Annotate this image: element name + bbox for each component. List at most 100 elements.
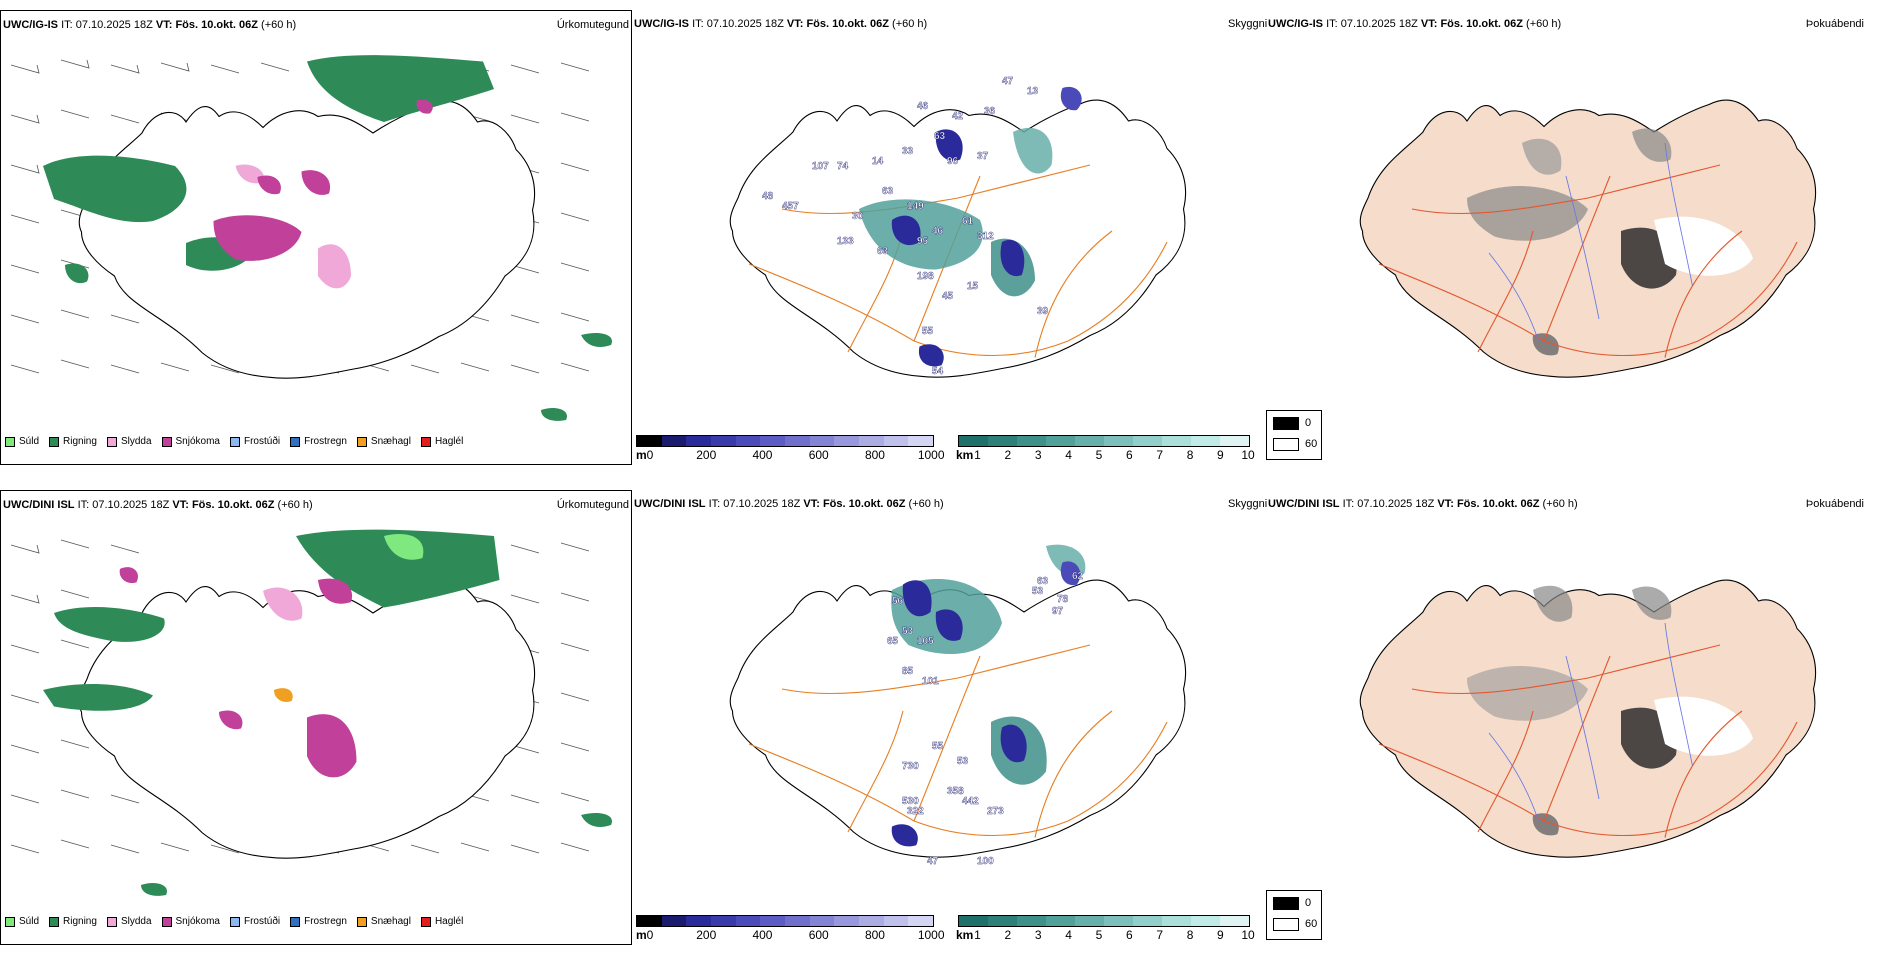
it-label: IT: bbox=[77, 499, 90, 511]
fog-label-60: 60 bbox=[1305, 918, 1318, 930]
ceiling-value-label: 100 bbox=[977, 856, 994, 867]
legend-label: Frostregn bbox=[304, 436, 347, 447]
lead-time: (+60 h) bbox=[908, 498, 944, 510]
legend-item-slydda: Slydda bbox=[106, 436, 152, 447]
vt-label: VT: bbox=[786, 18, 804, 30]
ceiling-unit: m bbox=[636, 928, 647, 942]
vt-value: Fös. 10.okt. 06Z bbox=[1440, 18, 1523, 30]
precip-type-panel: UWC/DINI ISL IT: 07.10.2025 18Z VT: Fös.… bbox=[0, 490, 632, 945]
swatch bbox=[49, 916, 60, 927]
roads bbox=[1378, 164, 1798, 358]
visibility-color-ramp bbox=[958, 915, 1250, 927]
swatch bbox=[229, 916, 240, 927]
legend-item-rigning: Rigning bbox=[49, 916, 97, 927]
forecast-row-dini-isl: UWC/DINI ISL IT: 07.10.2025 18Z VT: Fös.… bbox=[0, 490, 1900, 960]
swatch bbox=[420, 916, 431, 927]
model-name: UWC/IG-IS bbox=[634, 18, 689, 30]
legend-label: Snæhagl bbox=[370, 916, 411, 927]
ceiling-value-label: 37 bbox=[977, 151, 989, 162]
legend-item-hagel: Haglél bbox=[420, 436, 464, 447]
ceiling-value-label: 74 bbox=[837, 161, 849, 172]
ceiling-value-label: 442 bbox=[962, 796, 979, 807]
tick-label: 8 bbox=[1186, 448, 1194, 462]
swatch bbox=[356, 916, 367, 927]
legend-item-snjokoma: Snjókoma bbox=[161, 916, 220, 927]
legend-label: Rigning bbox=[63, 916, 97, 927]
ceiling-value-label: 312 bbox=[977, 231, 994, 242]
legend-label: Slydda bbox=[120, 916, 152, 927]
visibility-colorbar: km 1 2 3 4 5 6 7 8 9 10 bbox=[956, 915, 1255, 942]
legend-item-frostudi: Frostúði bbox=[229, 436, 280, 447]
lead-time: (+60 h) bbox=[277, 499, 313, 511]
tick-label: 600 bbox=[808, 928, 829, 942]
ceiling-value-label: 530 bbox=[902, 796, 919, 807]
swatch bbox=[356, 436, 367, 447]
panel-header: UWC/IG-IS IT: 07.10.2025 18Z VT: Fös. 10… bbox=[1268, 18, 1561, 30]
precip-type-map bbox=[10, 529, 612, 896]
fog-swatch-0 bbox=[1273, 417, 1299, 430]
ceiling-value-label: 85 bbox=[902, 666, 914, 677]
model-name: UWC/IG-IS bbox=[3, 19, 58, 31]
roads bbox=[748, 644, 1168, 838]
ceiling-value-label: 101 bbox=[922, 676, 939, 687]
ceiling-value-label: 13 bbox=[1027, 86, 1039, 97]
fog-gray-areas bbox=[1467, 128, 1753, 356]
ceiling-color-ramp bbox=[636, 435, 934, 447]
tick-label: 6 bbox=[1125, 448, 1133, 462]
vt-value: Fös. 10.okt. 06Z bbox=[1456, 498, 1540, 510]
ceiling-value-label: 105 bbox=[917, 636, 934, 647]
legend-label: Frostregn bbox=[304, 916, 347, 927]
ceiling-value-label: 47 bbox=[927, 856, 939, 867]
lead-time: (+60 h) bbox=[1526, 18, 1562, 30]
legend-label: Haglél bbox=[434, 436, 464, 447]
legend-label: Rigning bbox=[63, 436, 97, 447]
visibility-areas bbox=[859, 127, 1053, 297]
model-name: UWC/DINI ISL bbox=[3, 499, 75, 511]
precip-type-legend: Súld Rigning Slydda Snjókoma Frostúði Fr… bbox=[5, 436, 463, 447]
ceiling-ticks: 0 200 400 600 800 1000 bbox=[647, 447, 946, 462]
tick-label: 4 bbox=[1065, 448, 1072, 462]
visibility-unit: km bbox=[956, 928, 974, 942]
it-label: IT: bbox=[1326, 18, 1338, 30]
ceiling-areas bbox=[891, 561, 1081, 847]
ceiling-value-label: 65 bbox=[887, 636, 899, 647]
wind-barbs bbox=[10, 539, 590, 854]
legend-item-rigning: Rigning bbox=[49, 436, 97, 447]
visibility-ticks: 1 2 3 4 5 6 7 8 9 10 bbox=[972, 927, 1255, 942]
it-value: 07.10.2025 18Z bbox=[1340, 18, 1418, 30]
it-label: IT: bbox=[61, 19, 73, 31]
tick-label: 5 bbox=[1095, 448, 1103, 462]
legend-label: Snjókoma bbox=[175, 916, 220, 927]
swatch bbox=[5, 436, 15, 447]
panel-header: UWC/IG-IS IT: 07.10.2025 18Z VT: Fös. 10… bbox=[3, 19, 296, 31]
ceiling-value-label: 46 bbox=[932, 226, 944, 237]
ceiling-value-label: 198 bbox=[917, 271, 934, 282]
swatch bbox=[290, 916, 301, 927]
ceiling-value-label: 36 bbox=[984, 106, 996, 117]
ceiling-value-label: 322 bbox=[907, 806, 924, 817]
ceiling-value-label: 96 bbox=[947, 156, 959, 167]
ceiling-colorbar: m 0 200 400 600 800 1000 bbox=[636, 435, 946, 462]
ceiling-value-label: 53 bbox=[1032, 586, 1044, 597]
tick-label: 9 bbox=[1217, 448, 1224, 462]
legend-item-hagel: Haglél bbox=[420, 916, 463, 927]
model-name: UWC/DINI ISL bbox=[634, 498, 706, 510]
swatch bbox=[420, 436, 431, 447]
swatch bbox=[106, 436, 117, 447]
ceiling-value-label: 47 bbox=[1002, 76, 1014, 87]
ceiling-value-label: 54 bbox=[932, 366, 944, 377]
ceiling-visibility-panel: UWC/DINI ISL IT: 07.10.2025 18Z VT: Fös.… bbox=[632, 490, 1255, 950]
ceiling-value-label: 30 bbox=[852, 211, 864, 222]
ceiling-value-label: 42 bbox=[952, 111, 964, 122]
precip-areas bbox=[43, 529, 500, 778]
ceiling-value-label: 107 bbox=[812, 161, 829, 172]
it-value: 07.10.2025 18Z bbox=[75, 19, 153, 31]
it-value: 07.10.2025 18Z bbox=[706, 18, 784, 30]
vt-value: Fös. 10.okt. 06Z bbox=[191, 499, 275, 511]
visibility-title: Skyggni bbox=[1228, 498, 1268, 510]
ceiling-value-label: 48 bbox=[762, 191, 774, 202]
legend-item-suld: Súld bbox=[5, 916, 39, 927]
tick-label: 200 bbox=[696, 448, 717, 462]
ceiling-value-label: 97 bbox=[1052, 606, 1064, 617]
legend-item-slydda: Slydda bbox=[106, 916, 152, 927]
